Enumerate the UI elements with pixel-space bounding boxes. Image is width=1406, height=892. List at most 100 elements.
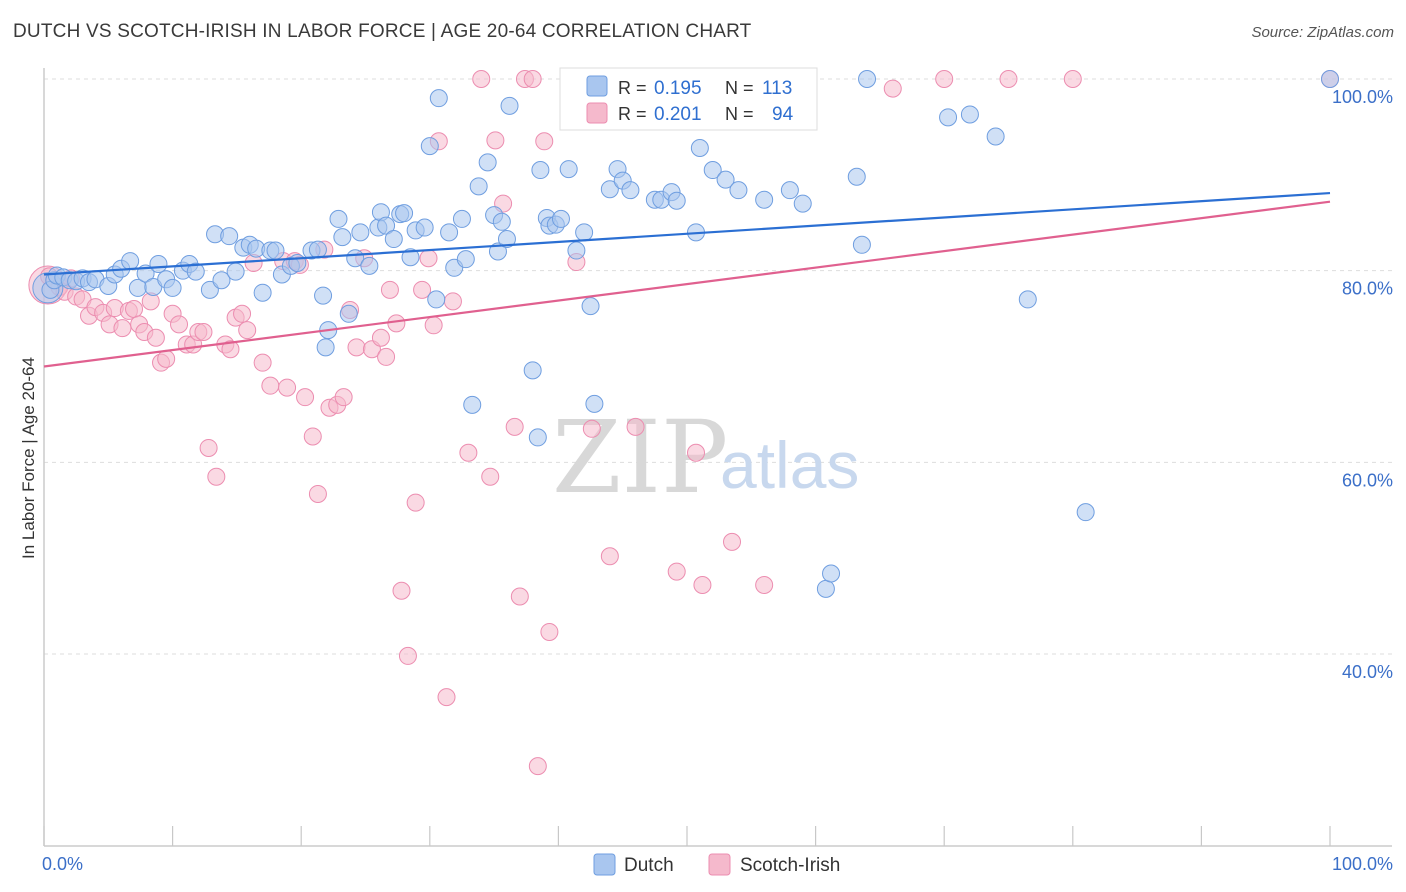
watermark: ZIP atlas: [552, 399, 859, 516]
dutch-point: [420, 137, 439, 156]
scotch-irish-point: [347, 338, 366, 357]
dutch-point: [212, 271, 231, 290]
dutch-point: [551, 209, 570, 228]
legend-dutch-n-label: N =: [725, 78, 754, 98]
gridlines: [44, 78, 1392, 655]
legend-scotch-n-value: 94: [772, 104, 794, 125]
bottom-legend-dutch-swatch: [593, 853, 616, 876]
dutch-point: [440, 223, 459, 242]
y-tick-label: 60.0%: [1342, 470, 1393, 490]
dutch-point: [395, 204, 414, 223]
dutch-point: [729, 181, 748, 200]
dutch-point: [492, 212, 511, 231]
dutch-point: [333, 228, 352, 247]
dutch-point: [266, 241, 285, 260]
dutch-point: [186, 262, 205, 281]
dutch-point: [377, 216, 396, 235]
scotch-irish-point: [199, 438, 218, 457]
scotch-irish-point: [459, 443, 478, 462]
scotch-irish-point: [486, 131, 505, 150]
scotch-irish-point: [626, 417, 645, 436]
dutch-point: [716, 170, 735, 189]
scotch-irish-point: [443, 292, 462, 311]
scotch-irish-point: [157, 349, 176, 368]
dutch-point: [1076, 503, 1095, 522]
scotch-irish-point: [935, 70, 954, 88]
y-tick-label: 40.0%: [1342, 662, 1393, 682]
scotch-irish-point: [334, 388, 353, 407]
dutch-point: [200, 280, 219, 299]
scotch-irish-point: [406, 493, 425, 512]
dutch-point: [456, 250, 475, 269]
scotch-irish-point: [125, 300, 144, 318]
chart-title: DUTCH VS SCOTCH-IRISH IN LABOR FORCE | A…: [13, 21, 752, 42]
dutch-point: [253, 283, 272, 302]
dutch-point: [600, 180, 619, 199]
dutch-point: [780, 181, 799, 200]
scotch-irish-point: [424, 316, 443, 335]
scotch-irish-point: [540, 622, 559, 641]
scotch-irish-point: [296, 388, 315, 407]
y-tick-labels: 40.0% 60.0% 80.0% 100.0%: [1332, 87, 1393, 682]
series-legend: Dutch Scotch-Irish: [593, 853, 840, 876]
bottom-legend-scotch-label: Scotch-Irish: [740, 855, 840, 876]
dutch-point: [960, 105, 979, 124]
legend-scotch-swatch: [586, 102, 608, 124]
scotch-irish-point: [535, 132, 554, 151]
dutch-point: [703, 161, 722, 180]
scotch-irish-point: [600, 547, 619, 566]
legend-dutch-r-label: R =: [618, 78, 647, 98]
dutch-point: [415, 218, 434, 237]
scotch-irish-point: [755, 576, 774, 594]
dutch-point: [523, 361, 542, 380]
scotch-irish-point: [308, 484, 327, 503]
y-axis-title: In Labor Force | Age 20-64: [19, 357, 38, 559]
scotch-irish-point: [146, 328, 165, 347]
scotch-irish-point: [687, 443, 706, 462]
dutch-point: [585, 394, 604, 413]
legend-dutch-r-value: 0.195: [654, 78, 702, 99]
dutch-point: [384, 230, 403, 249]
dutch-point: [497, 230, 516, 249]
dutch-point: [308, 240, 327, 259]
scotch-irish-point: [523, 70, 542, 88]
scotch-irish-point: [505, 417, 524, 436]
dutch-point: [226, 262, 245, 281]
dutch-point: [1018, 290, 1037, 309]
dutch-point: [452, 209, 471, 228]
legend-scotch-n-label: N =: [725, 104, 754, 124]
scotch-irish-point: [419, 249, 438, 268]
scotch-irish-trend-line: [43, 200, 1331, 368]
scotch-irish-point: [481, 467, 500, 486]
bottom-legend-dutch-label: Dutch: [624, 855, 674, 876]
scotch-irish-point: [113, 319, 132, 338]
dutch-point: [316, 338, 335, 357]
scotch-irish-point: [303, 427, 322, 446]
dutch-point: [329, 209, 348, 228]
y-tick-label: 100.0%: [1332, 87, 1393, 107]
x-tick-label-min: 0.0%: [42, 854, 83, 874]
axes: [43, 68, 1392, 847]
scotch-irish-point: [398, 646, 417, 665]
dutch-point: [690, 139, 709, 157]
dutch-point: [488, 242, 507, 261]
dutch-point: [559, 160, 578, 179]
scotch-irish-point: [221, 340, 240, 359]
dutch-point: [755, 190, 774, 209]
scotch-irish-point: [380, 280, 399, 299]
scotch-irish-points: [28, 70, 1339, 776]
dutch-point: [351, 223, 370, 242]
scotch-irish-point: [194, 323, 213, 341]
scotch-irish-point: [238, 321, 257, 340]
dutch-point: [621, 181, 640, 200]
dutch-point: [847, 167, 866, 186]
dutch-point: [852, 235, 871, 254]
scotch-irish-point: [371, 328, 390, 347]
dutch-point: [939, 108, 958, 127]
scotch-irish-point: [510, 587, 529, 606]
scotch-irish-point: [392, 581, 411, 600]
dutch-point: [360, 256, 379, 275]
legend-dutch-swatch: [586, 75, 608, 97]
scotch-irish-point: [253, 353, 272, 372]
dutch-point: [1321, 70, 1339, 88]
